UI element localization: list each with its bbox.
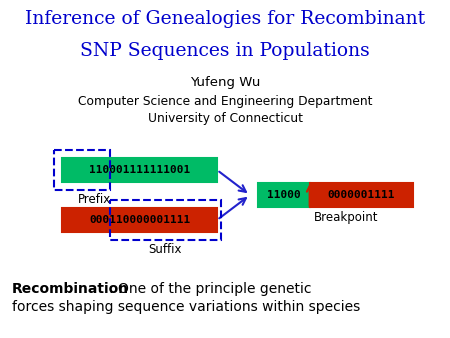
Text: Prefix: Prefix bbox=[78, 193, 111, 206]
Bar bbox=[310, 183, 413, 207]
Text: : One of the principle genetic: : One of the principle genetic bbox=[109, 282, 311, 296]
Bar bbox=[258, 183, 310, 207]
Bar bbox=[110, 200, 221, 240]
Text: University of Connecticut: University of Connecticut bbox=[148, 112, 302, 125]
Bar bbox=[54, 150, 110, 190]
Bar bbox=[62, 158, 217, 182]
Text: SNP Sequences in Populations: SNP Sequences in Populations bbox=[80, 42, 370, 60]
Text: Recombination: Recombination bbox=[12, 282, 129, 296]
Text: forces shaping sequence variations within species: forces shaping sequence variations withi… bbox=[12, 300, 360, 314]
Text: Suffix: Suffix bbox=[148, 243, 182, 256]
Text: Yufeng Wu: Yufeng Wu bbox=[190, 76, 260, 89]
Text: Computer Science and Engineering Department: Computer Science and Engineering Departm… bbox=[78, 95, 372, 108]
Text: Inference of Genealogies for Recombinant: Inference of Genealogies for Recombinant bbox=[25, 10, 425, 28]
Text: 0000001111: 0000001111 bbox=[328, 190, 395, 200]
Text: 110001111111001: 110001111111001 bbox=[89, 165, 190, 175]
Text: Breakpoint: Breakpoint bbox=[314, 211, 378, 224]
Text: 000110000001111: 000110000001111 bbox=[89, 215, 190, 225]
Bar bbox=[62, 208, 217, 232]
Text: 11000: 11000 bbox=[267, 190, 301, 200]
